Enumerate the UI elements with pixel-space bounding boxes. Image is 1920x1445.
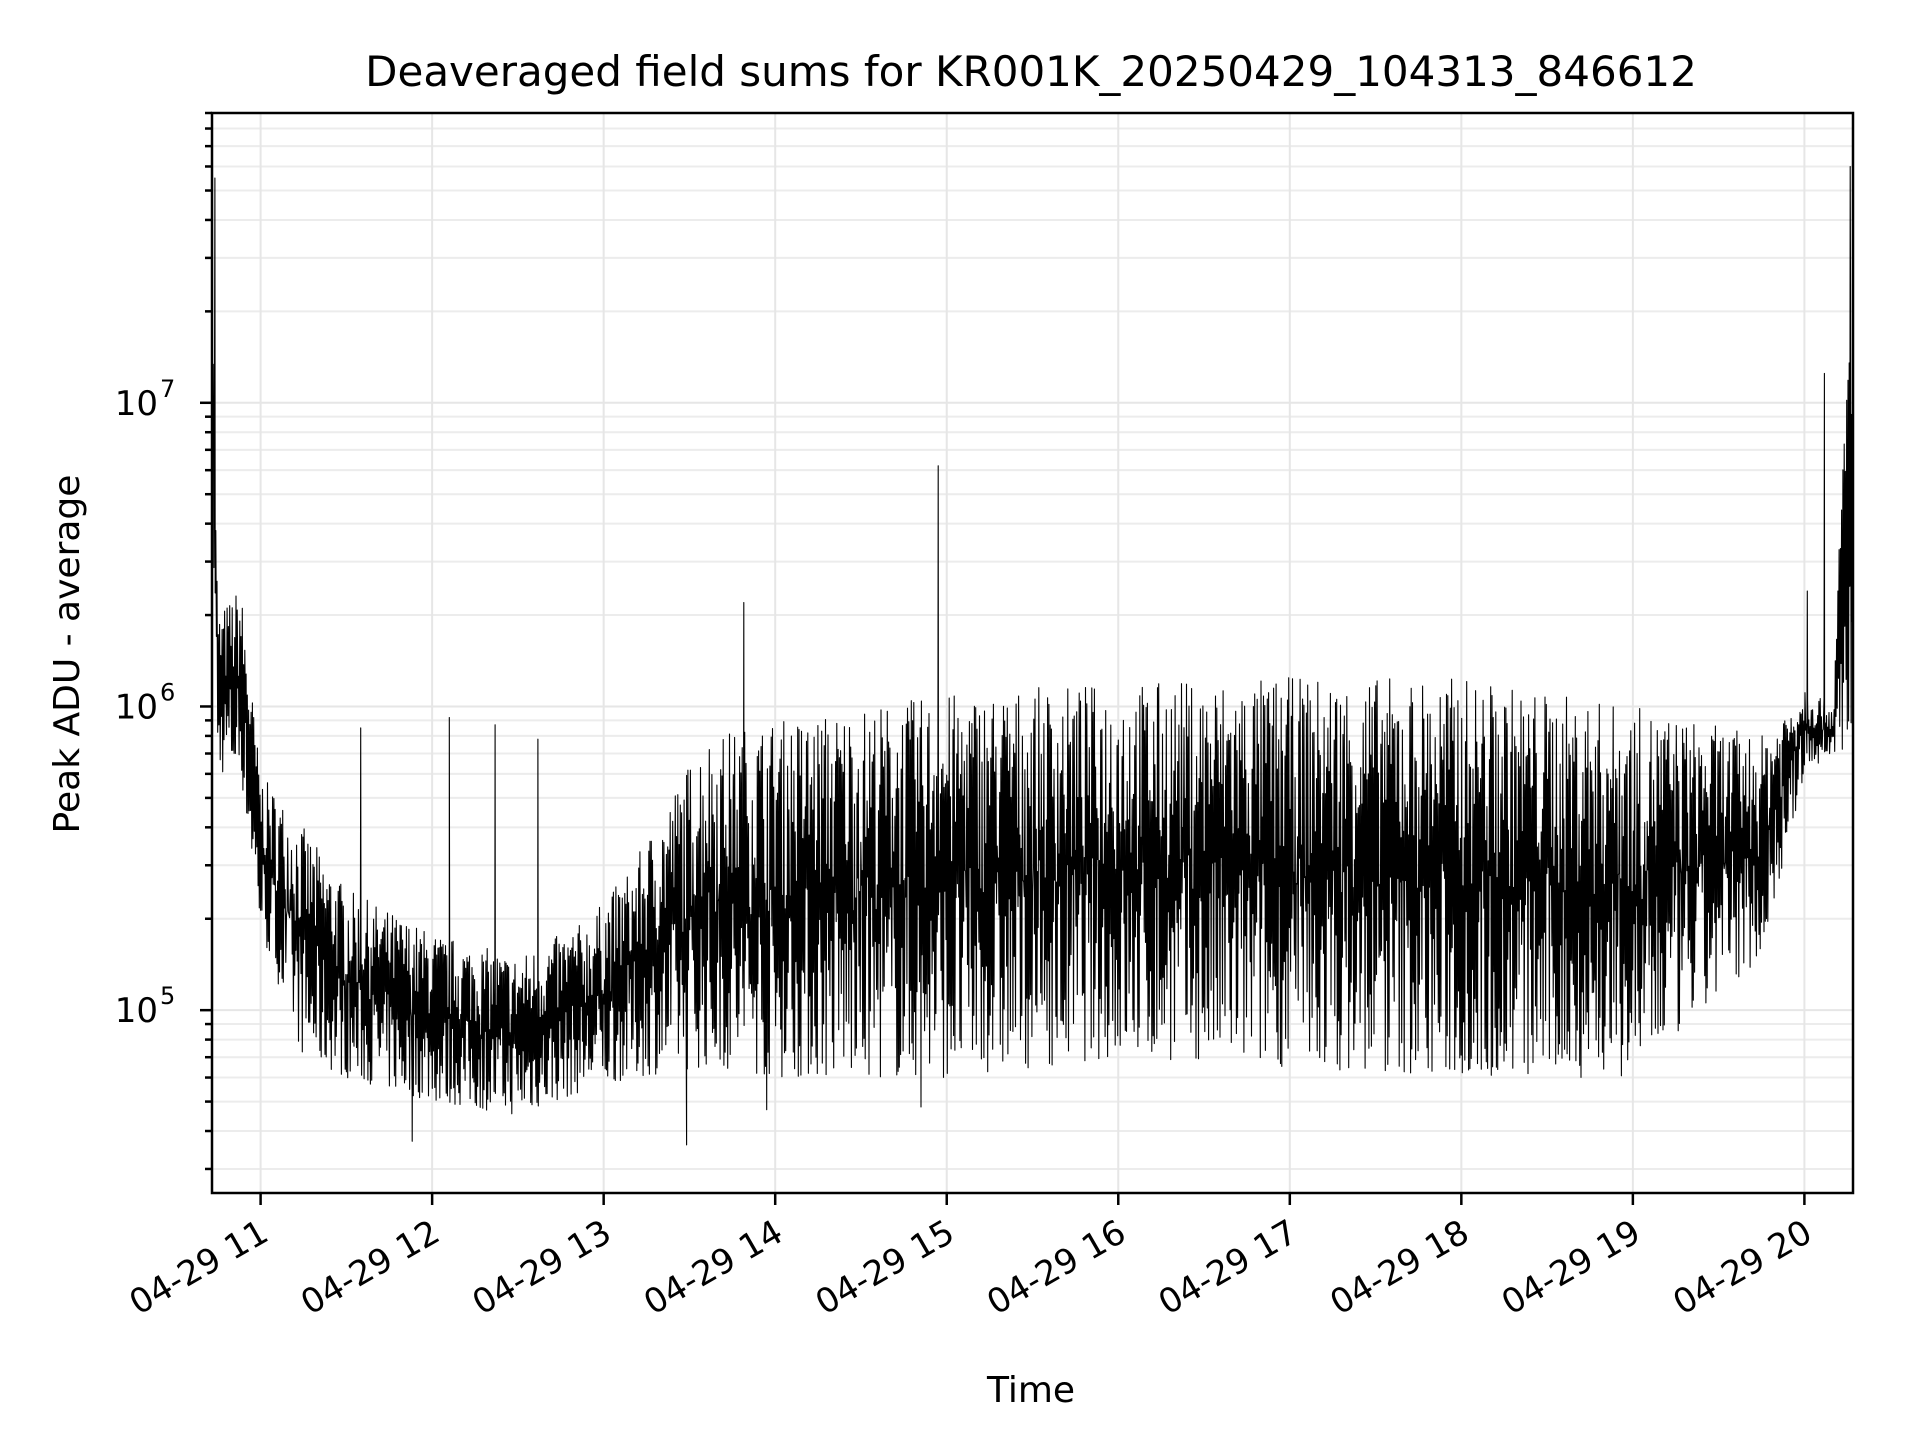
plot-frame: [210, 111, 1855, 1195]
y-axis-label: Peak ADU - average: [47, 475, 88, 834]
y-tick-exponent: 7: [160, 375, 175, 403]
series-line: [211, 165, 1854, 1146]
y-tick-exponent: 5: [160, 982, 175, 1010]
y-tick-exponent: 6: [160, 678, 175, 706]
series-group: [211, 165, 1854, 1146]
y-tick-label: 10: [115, 687, 158, 727]
y-tick-label: 10: [115, 991, 158, 1031]
chart-title: Deaveraged field sums for KR001K_2025042…: [365, 47, 1697, 96]
x-axis-label: Time: [986, 1370, 1075, 1411]
y-tick-label: 10: [115, 384, 158, 424]
